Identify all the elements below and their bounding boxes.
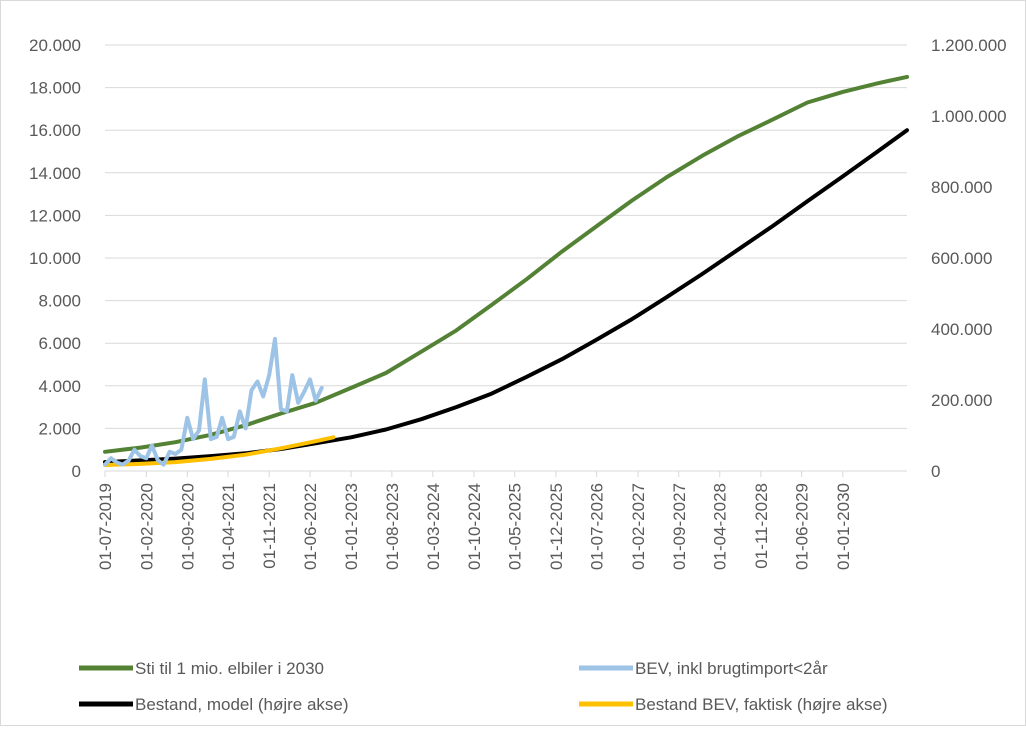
x-axis-tick-label: 01-02-2020 [137,483,156,570]
right-axis: 0 200.000 400.000 600.000 800.000 1.000.000 1.… [931,36,1007,481]
x-axis-tick-label: 01-09-2027 [670,483,689,570]
right-axis-tick-label: 1.200.000 [931,36,1007,55]
left-axis-tick-label: 8.000 [38,292,81,311]
right-axis-tick-label: 1.000.000 [931,107,1007,126]
left-axis-tick-label: 2.000 [38,419,81,438]
left-axis: 0 2.000 4.000 6.000 8.000 10.000 12.000 14.000 1… [29,36,81,481]
left-axis-tick-label: 4.000 [38,377,81,396]
x-axis-tick-label: 01-07-2019 [96,483,115,570]
x-axis-tick-label: 01-05-2025 [506,483,525,570]
legend-label: BEV, inkl brugtimport<2år [635,659,828,678]
x-axis-tick-label: 01-09-2020 [178,483,197,570]
right-axis-tick-label: 400.000 [931,320,992,339]
series-line-0 [103,74,909,454]
x-axis-tick-label: 01-04-2021 [219,483,238,570]
left-axis-tick-label: 0 [72,462,81,481]
x-axis-tick-label: 01-12-2025 [547,483,566,570]
x-axis-tick-label: 01-06-2022 [301,483,320,570]
x-axis-tick-label: 01-07-2026 [588,483,607,570]
x-axis-tick-label: 01-10-2024 [465,483,484,570]
legend-label: Bestand, model (højre akse) [135,695,349,714]
series-line-3 [103,435,336,467]
right-axis-tick-label: 0 [931,462,940,481]
left-axis-tick-label: 12.000 [29,206,81,225]
x-axis-tick-label: 01-01-2023 [342,483,361,570]
x-axis-tick-label: 01-11-2028 [752,483,771,569]
x-axis-tick-label: 01-04-2028 [711,483,730,570]
x-axis-tick-label: 01-08-2023 [383,483,402,570]
series-lines [103,74,909,467]
series-line-1 [103,336,324,467]
legend-label: Sti til 1 mio. elbiler i 2030 [135,659,324,678]
x-axis-tick-label: 01-02-2027 [629,483,648,570]
left-axis-tick-label: 10.000 [29,249,81,268]
x-axis-tick-label: 01-11-2021 [260,483,279,569]
left-axis-tick-label: 14.000 [29,164,81,183]
right-axis-tick-label: 200.000 [931,391,992,410]
legend: Sti til 1 mio. elbiler i 2030 BEV, inkl b… [79,659,888,714]
left-axis-tick-label: 16.000 [29,121,81,140]
x-axis-tick-label: 01-03-2024 [424,483,443,570]
left-axis-tick-label: 6.000 [38,334,81,353]
x-axis: 01-07-2019 01-02-2020 01-09-2020 01-04-2021… [96,470,907,570]
left-axis-tick-label: 18.000 [29,79,81,98]
x-axis-tick-label: 01-01-2030 [834,483,853,570]
right-axis-tick-label: 600.000 [931,249,992,268]
left-axis-tick-label: 20.000 [29,36,81,55]
gridlines [105,44,907,472]
right-axis-tick-label: 800.000 [931,178,992,197]
x-axis-tick-label: 01-06-2029 [793,483,812,570]
legend-label: Bestand BEV, faktisk (højre akse) [635,695,888,714]
